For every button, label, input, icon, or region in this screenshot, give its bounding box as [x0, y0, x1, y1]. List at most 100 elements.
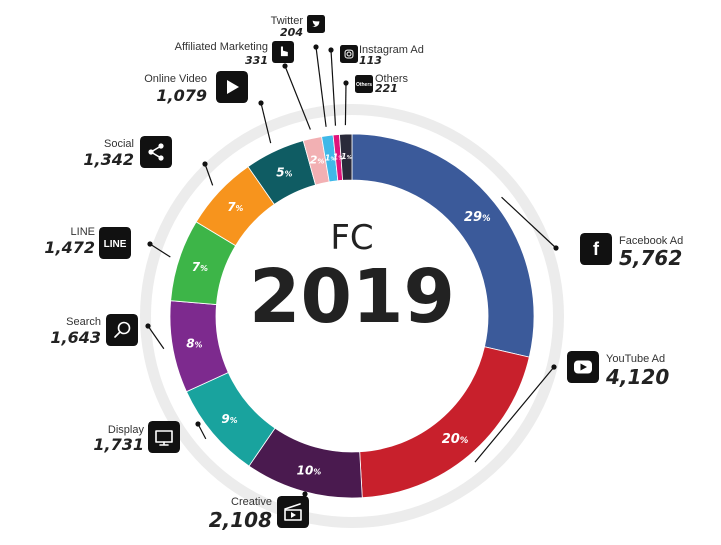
line-icon-text: LINE	[104, 239, 127, 250]
chart-title: FC	[330, 218, 373, 258]
leader-dot-search	[145, 323, 151, 329]
percent-label-affiliated-marketing: 2%	[310, 154, 325, 167]
label-value-social: 1,342	[83, 150, 134, 169]
leader-line-twitter	[315, 46, 327, 127]
leader-line-instagram-ad	[330, 49, 337, 126]
percent-label-twitter: 1%	[325, 153, 336, 162]
percent-value-affiliated-marketing: 2	[310, 154, 318, 167]
percent-value-line: 7	[192, 260, 201, 274]
leader-line-youtube-ad	[474, 366, 555, 463]
label-value-search: 1,643	[50, 328, 101, 347]
badge-display	[148, 421, 180, 453]
label-value-display: 1,731	[93, 435, 144, 454]
label-name-youtube-ad: YouTube Ad	[606, 353, 665, 365]
label-name-facebook-ad: Facebook Ad	[619, 235, 683, 247]
label-value-line: 1,472	[44, 238, 95, 257]
youtube-icon	[574, 360, 592, 374]
percent-value-facebook-ad: 29	[464, 210, 482, 225]
leader-line-online-video	[260, 102, 272, 144]
callouts-group: f Facebook Ad5,762 YouTube Ad4,120 Creative…	[44, 15, 683, 532]
play-icon	[227, 80, 239, 94]
leader-dot-facebook-ad	[553, 245, 559, 251]
others-icon: Others	[356, 82, 372, 88]
percent-unit-youtube-ad: %	[460, 435, 468, 445]
label-name-creative: Creative	[231, 496, 272, 508]
label-name-display: Display	[108, 424, 145, 436]
percent-unit-instagram-ad: %	[338, 155, 343, 161]
pointer-icon	[280, 46, 288, 57]
clapperboard-icon	[284, 503, 302, 521]
leader-dot-affiliated-marketing	[282, 63, 288, 69]
percent-value-youtube-ad: 20	[442, 432, 460, 447]
percent-unit-line: %	[200, 264, 208, 273]
percent-label-social: 7%	[227, 200, 243, 214]
callout-facebook-ad: f Facebook Ad5,762	[501, 196, 683, 270]
percent-label-instagram-ad: 1%	[333, 152, 344, 161]
leader-line-affiliated-marketing	[284, 65, 311, 130]
leader-line-social	[204, 163, 214, 186]
label-value-online-video: 1,079	[156, 86, 207, 105]
label-value-instagram-ad: 113	[359, 54, 382, 67]
label-name-instagram-ad: Instagram Ad	[359, 44, 424, 56]
badge-line	[99, 227, 131, 259]
monitor-icon	[155, 430, 173, 446]
leader-line-facebook-ad	[501, 196, 557, 249]
label-value-creative: 2,108	[209, 508, 272, 532]
badge-creative	[277, 496, 309, 528]
percent-label-creative: 10%	[297, 463, 322, 477]
percent-label-online-video: 5%	[276, 165, 292, 179]
label-name-others: Others	[375, 73, 409, 85]
percent-unit-display: %	[230, 416, 238, 425]
percent-label-display: 9%	[221, 412, 237, 426]
percent-value-search: 8	[186, 337, 194, 351]
label-name-affiliated-marketing: Affiliated Marketing	[175, 41, 268, 53]
leader-dot-online-video	[258, 100, 264, 106]
chart-subtitle: 2019	[249, 254, 455, 340]
percent-value-twitter: 1	[325, 153, 331, 162]
percent-label-facebook-ad: 29%	[464, 210, 491, 225]
percent-unit-facebook-ad: %	[482, 213, 490, 223]
percent-value-creative: 10	[297, 463, 314, 477]
leader-line-display	[197, 423, 207, 440]
badge-social	[140, 136, 172, 168]
percent-labels-group: 29%20%10%9%8%7%7%5%2% 1%1%1%	[186, 152, 490, 477]
label-name-search: Search	[66, 316, 101, 328]
leader-dot-display	[195, 421, 201, 427]
percent-value-instagram-ad: 1	[333, 152, 339, 161]
search-icon	[114, 321, 131, 338]
leader-line-search	[147, 325, 165, 350]
leader-dot-line	[147, 241, 153, 247]
twitter-icon	[312, 20, 320, 27]
label-value-youtube-ad: 4,120	[605, 365, 669, 389]
label-name-social: Social	[104, 138, 134, 150]
leader-dot-social	[202, 161, 208, 167]
percent-value-online-video: 5	[276, 165, 284, 179]
percent-unit-social: %	[236, 204, 244, 213]
badge-facebook-ad	[580, 233, 612, 265]
leader-dot-creative	[302, 491, 308, 497]
leader-dot-others	[343, 80, 349, 86]
percent-label-youtube-ad: 20%	[442, 432, 469, 447]
percent-unit-online-video: %	[285, 169, 293, 178]
label-value-affiliated-marketing: 331	[245, 54, 268, 67]
label-name-online-video: Online Video	[144, 73, 207, 85]
label-value-twitter: 204	[280, 26, 303, 39]
badge-others	[355, 75, 373, 93]
percent-label-search: 8%	[186, 337, 202, 351]
badge-instagram-ad	[340, 45, 358, 63]
percent-unit-twitter: %	[330, 156, 335, 162]
percent-unit-affiliated-marketing: %	[317, 157, 324, 166]
percent-unit-others: %	[347, 155, 352, 161]
percent-label-others: 1%	[341, 152, 352, 161]
label-name-line: LINE	[71, 226, 95, 238]
leader-dot-instagram-ad	[328, 47, 334, 53]
label-name-twitter: Twitter	[271, 15, 304, 27]
